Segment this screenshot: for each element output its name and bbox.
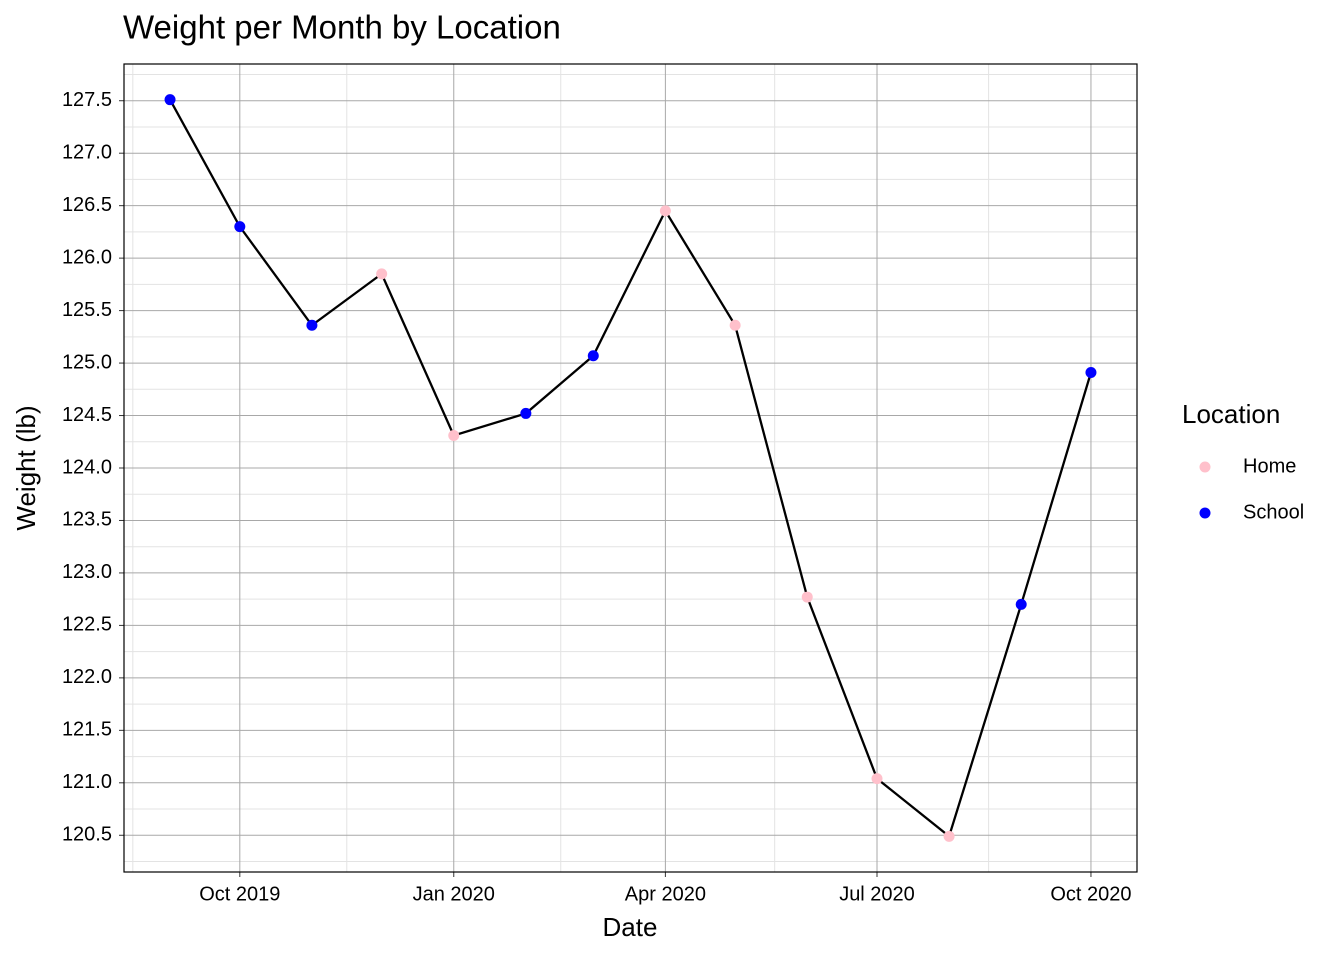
y-tick-label: 123.0: [62, 561, 112, 583]
y-tick-label: 126.0: [62, 246, 112, 268]
point: [306, 319, 318, 331]
x-tick-label: Apr 2020: [625, 883, 706, 905]
point: [801, 591, 813, 603]
point: [448, 429, 460, 441]
y-tick-label: 126.5: [62, 194, 112, 216]
legend-label: School: [1243, 501, 1304, 523]
y-tick-label: 121.5: [62, 719, 112, 741]
point: [376, 268, 388, 280]
point: [943, 830, 955, 842]
y-tick-label: 121.0: [62, 771, 112, 793]
point: [729, 319, 741, 331]
y-tick-label: 122.5: [62, 614, 112, 636]
point: [1085, 367, 1097, 379]
y-tick-label: 125.5: [62, 299, 112, 321]
point: [871, 773, 883, 785]
y-axis-title: Weight (lb): [11, 405, 41, 530]
y-tick-label: 127.0: [62, 141, 112, 163]
y-tick-label: 124.5: [62, 404, 112, 426]
x-axis-title: Date: [603, 912, 658, 942]
y-tick-label: 124.0: [62, 456, 112, 478]
panel-border: [123, 63, 1138, 873]
y-tick-label: 122.0: [62, 666, 112, 688]
x-tick-label: Oct 2020: [1050, 883, 1131, 905]
point: [587, 350, 599, 362]
legend-title: Location: [1182, 399, 1280, 429]
y-tick-label: 120.5: [62, 824, 112, 846]
point: [164, 94, 176, 106]
point: [1015, 598, 1027, 610]
legend-marker: [1199, 461, 1211, 473]
legend-label: Home: [1243, 455, 1296, 477]
chart-title: Weight per Month by Location: [123, 9, 561, 46]
x-tick-label: Jan 2020: [413, 883, 495, 905]
y-tick-label: 123.5: [62, 509, 112, 531]
x-tick-label: Jul 2020: [839, 883, 915, 905]
point: [234, 221, 246, 233]
x-tick-label: Oct 2019: [199, 883, 280, 905]
y-tick-label: 127.5: [62, 89, 112, 111]
y-tick-label: 125.0: [62, 351, 112, 373]
point: [659, 205, 671, 217]
line: [169, 99, 1093, 839]
legend-marker: [1199, 507, 1211, 519]
point: [520, 407, 532, 419]
